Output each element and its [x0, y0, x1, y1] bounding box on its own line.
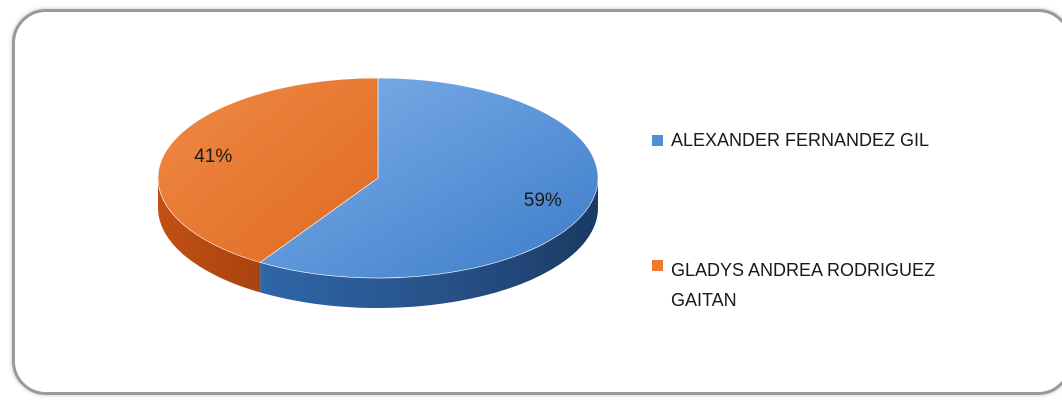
- legend-item-2: GLADYS ANDREA RODRIGUEZ GAITAN: [652, 255, 1001, 315]
- pie-side-2: [158, 178, 261, 293]
- legend-swatch-1: [652, 135, 663, 146]
- pie-slice-2: [157, 77, 379, 263]
- pie-data-label-1: 59%: [524, 190, 562, 211]
- legend-label-2: GLADYS ANDREA RODRIGUEZ GAITAN: [671, 260, 936, 310]
- legend: ALEXANDER FERNANDEZ GIL GLADYS ANDREA RO…: [652, 0, 1012, 407]
- legend-item-1: ALEXANDER FERNANDEZ GIL: [652, 130, 1001, 150]
- legend-label-1: ALEXANDER FERNANDEZ GIL: [671, 130, 930, 150]
- pie-tops: [157, 77, 599, 279]
- legend-swatch-2: [652, 260, 663, 271]
- pie-sides: [158, 178, 598, 308]
- pie-side-1: [260, 178, 598, 308]
- pie-slice-1: [259, 77, 599, 279]
- pie-data-label-2: 41%: [194, 146, 232, 167]
- pie-labels: 59% 41%: [194, 146, 562, 211]
